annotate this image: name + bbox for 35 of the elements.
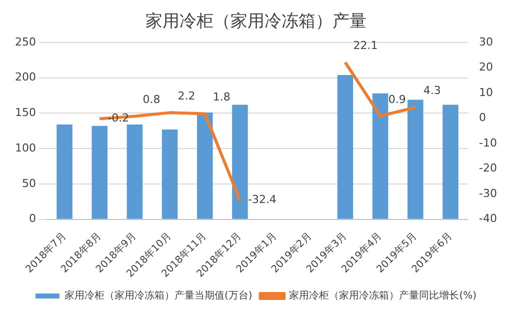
data-label: 2.2 <box>178 90 196 103</box>
bar <box>232 104 248 219</box>
data-label: 22.1 <box>353 39 378 52</box>
bar <box>337 74 354 219</box>
y-tick-label: 50 <box>22 176 36 190</box>
y2-tick-label: 20 <box>479 60 494 74</box>
y2-tick-label: 10 <box>479 86 494 99</box>
data-label: 0.9 <box>388 92 406 106</box>
bar <box>126 124 143 219</box>
bar <box>442 104 458 219</box>
chart-title: 家用冷柜（家用冷冻箱）产量 <box>146 12 366 32</box>
data-label: 0.8 <box>142 93 160 106</box>
bar <box>56 124 72 219</box>
y2-tick-label: 30 <box>479 35 494 48</box>
y2-tick-label: -30 <box>479 186 497 200</box>
legend-label: 家用冷柜（家用冷冻箱）产量同比增长(%) <box>289 290 477 302</box>
y-tick-label: 250 <box>14 35 36 48</box>
bar <box>162 129 178 219</box>
data-label: -0.2 <box>108 112 130 125</box>
bar <box>372 93 388 219</box>
y-tick-label: 200 <box>14 70 36 84</box>
legend-label: 家用冷柜（家用冷冻箱）产量当期值(万台) <box>64 290 252 302</box>
y-tick-label: 0 <box>28 212 36 226</box>
y2-tick-label: -40 <box>479 212 497 226</box>
y-tick-label: 100 <box>14 141 36 154</box>
data-label: 1.8 <box>212 90 230 104</box>
data-label: 4.3 <box>423 84 441 98</box>
bar <box>196 112 213 219</box>
y-tick-label: 150 <box>14 106 36 120</box>
bar <box>408 100 424 219</box>
data-label: -32.4 <box>248 193 276 206</box>
y2-tick-label: -20 <box>479 162 497 175</box>
y2-tick-label: 0 <box>479 111 486 124</box>
y2-tick-label: -10 <box>479 136 497 150</box>
bar <box>92 126 108 219</box>
